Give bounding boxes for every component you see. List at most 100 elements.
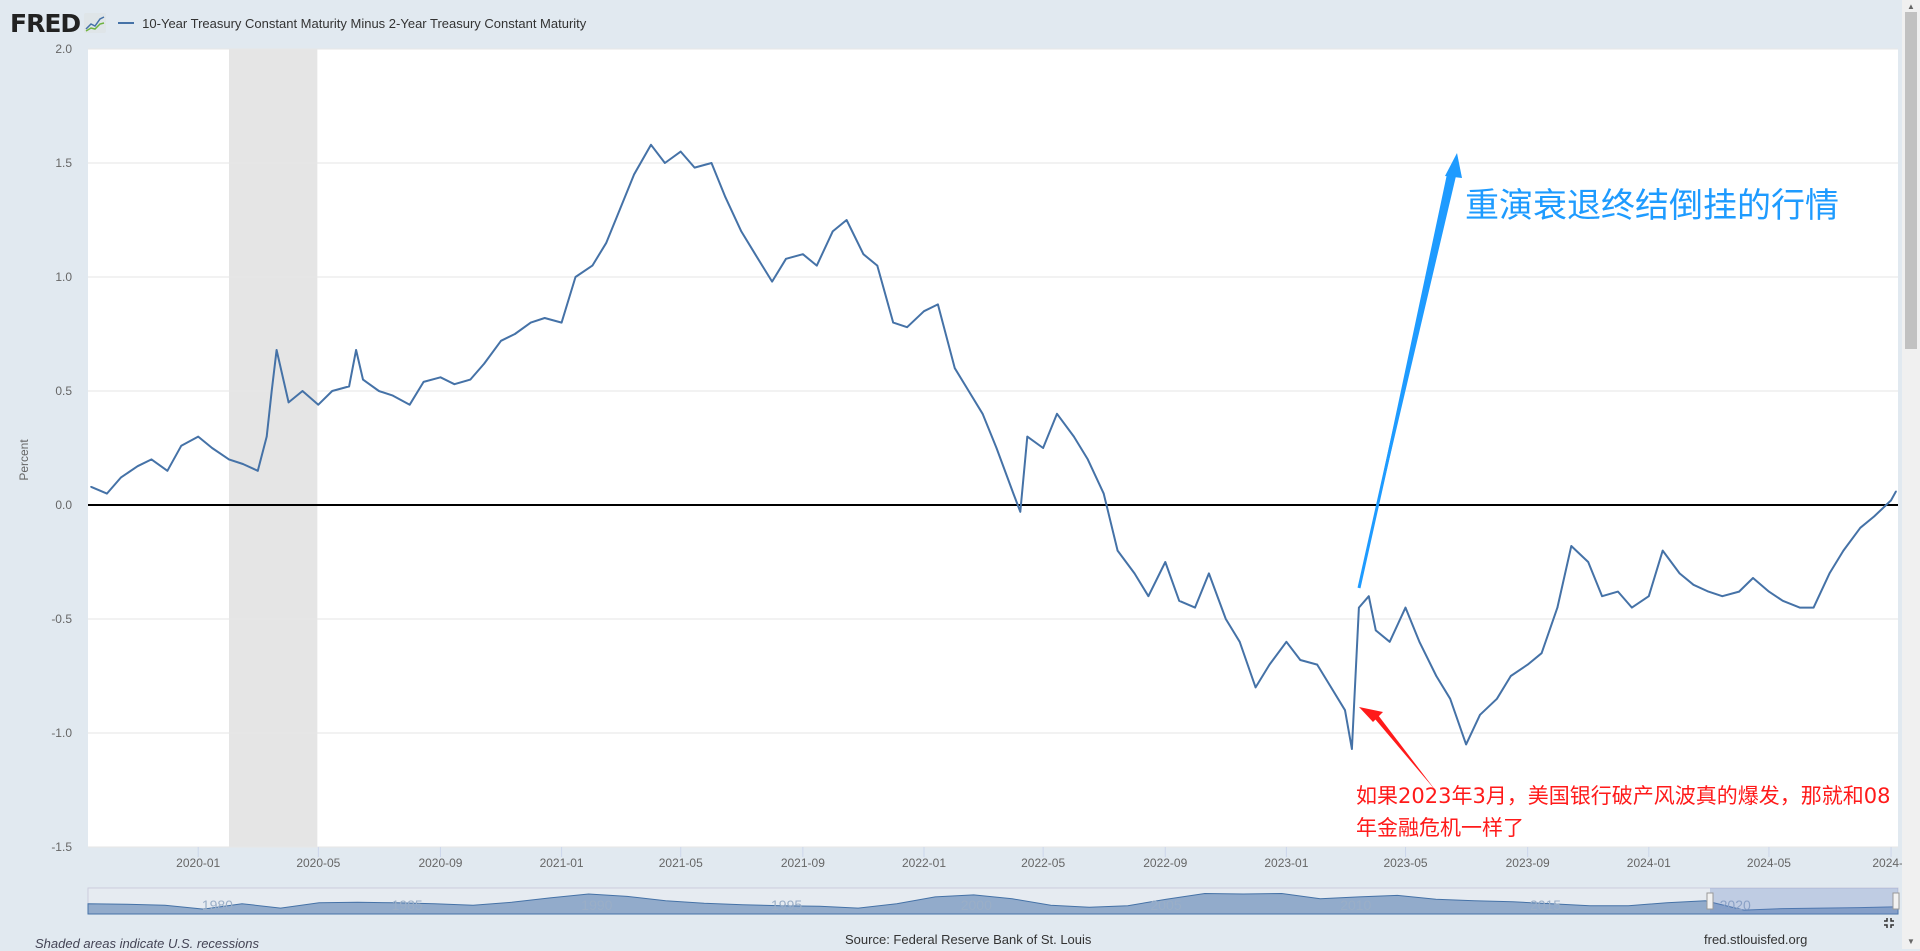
red-arrow: [1359, 707, 1436, 791]
data-point: [1012, 492, 1015, 495]
data-point: [1752, 577, 1754, 579]
data-point: [995, 447, 998, 449]
data-point: [301, 390, 304, 392]
data-point: [1479, 713, 1481, 716]
x-tick-label: 2023-05: [1384, 856, 1428, 870]
data-point: [862, 253, 865, 255]
data-point: [197, 435, 200, 438]
data-point: [1102, 492, 1105, 495]
data-point: [1556, 606, 1559, 609]
data-point: [650, 143, 652, 146]
data-point: [981, 413, 984, 415]
navigator[interactable]: 1980 1985 1990 1995 2000 2005 2010 2015 2020: [87, 887, 1900, 915]
plot-area: [88, 49, 1898, 847]
data-point: [937, 303, 939, 306]
data-point: [256, 470, 259, 472]
data-point: [771, 280, 773, 283]
data-point: [1435, 675, 1438, 677]
scroll-thumb[interactable]: [1905, 12, 1917, 349]
data-point: [1344, 709, 1346, 711]
data-point: [1895, 490, 1897, 493]
data-point: [1782, 599, 1784, 602]
data-point: [211, 447, 213, 449]
navigator-selection[interactable]: [1710, 888, 1898, 914]
navigator-year-label: 1980: [202, 897, 233, 913]
data-point: [1368, 595, 1370, 597]
gridlines: [88, 48, 1898, 848]
data-point: [1388, 641, 1391, 643]
data-point: [619, 207, 621, 210]
data-point: [1509, 675, 1512, 677]
data-point: [1019, 511, 1022, 513]
data-point: [362, 378, 364, 381]
data-point: [408, 403, 411, 406]
fred-graph-icon: [84, 13, 107, 33]
navigator-year-label: 2010: [1340, 897, 1371, 913]
x-tick-label: 2021-01: [540, 856, 584, 870]
data-point: [1842, 549, 1845, 552]
data-point: [754, 253, 757, 255]
x-tick-label: 2024-01: [1627, 856, 1671, 870]
y-tick-label: 0.5: [55, 384, 72, 398]
fred-logo[interactable]: FRED: [10, 8, 81, 38]
data-point: [166, 470, 169, 472]
navigator-handle-left[interactable]: [1706, 892, 1714, 910]
x-tick-label: 2022-05: [1021, 856, 1065, 870]
data-point: [831, 230, 834, 233]
data-point: [1026, 435, 1029, 438]
scroll-up-icon[interactable]: ▲: [1907, 2, 1915, 11]
data-point: [1194, 606, 1196, 609]
data-point: [785, 257, 787, 260]
data-point: [1254, 686, 1257, 689]
data-point: [1374, 629, 1377, 632]
data-point: [1738, 590, 1740, 593]
y-tick-label: -1.5: [51, 840, 72, 854]
fullscreen-icon[interactable]: [1884, 918, 1894, 928]
data-point: [1798, 606, 1801, 609]
data-point: [1330, 686, 1332, 689]
fred-url-link[interactable]: fred.stlouisfed.org: [1704, 932, 1808, 947]
data-point: [1465, 743, 1467, 746]
navigator-year-label: 1995: [771, 897, 802, 913]
data-point: [331, 390, 334, 392]
data-point: [378, 390, 380, 392]
legend-swatch: [118, 22, 135, 24]
data-point: [1268, 663, 1271, 666]
x-tick-label: 2024-05: [1747, 856, 1791, 870]
data-point: [1316, 663, 1318, 666]
data-point: [439, 376, 442, 379]
data-point: [679, 150, 682, 153]
data-point: [106, 492, 108, 495]
data-point: [574, 276, 577, 278]
navigator-year-label: 2005: [1150, 897, 1181, 913]
x-tick-label: 2021-05: [659, 856, 703, 870]
data-point: [802, 253, 804, 255]
data-point: [1178, 599, 1180, 602]
data-point: [1570, 545, 1573, 547]
x-tick-label: 2022-09: [1143, 856, 1187, 870]
data-point: [90, 485, 92, 488]
page-scrollbar[interactable]: ▲ ▼: [1902, 0, 1920, 949]
x-axis-ticks: 2020-01 2020-05 2020-09 2021-01 2021-05 2021-…: [176, 847, 1902, 870]
data-point: [1678, 572, 1681, 575]
data-point: [270, 390, 273, 392]
data-point: [1147, 595, 1150, 597]
navigator-handle-right[interactable]: [1892, 892, 1900, 910]
data-point: [119, 476, 122, 479]
data-point: [1418, 641, 1421, 643]
navigator-year-label: 2015: [1530, 897, 1561, 913]
data-point: [1647, 595, 1650, 597]
data-point: [543, 317, 546, 319]
data-point: [469, 378, 472, 381]
data-point: [1859, 527, 1862, 529]
data-point: [150, 458, 153, 461]
legend-label[interactable]: 10-Year Treasury Constant Maturity Minus…: [142, 15, 587, 31]
scroll-down-icon[interactable]: ▼: [1907, 937, 1915, 946]
data-point: [1631, 606, 1633, 609]
data-point: [953, 367, 956, 370]
blue-arrow: [1357, 153, 1462, 589]
data-point: [560, 321, 563, 324]
y-axis-label: Percent: [17, 439, 31, 481]
data-point: [1056, 413, 1058, 415]
